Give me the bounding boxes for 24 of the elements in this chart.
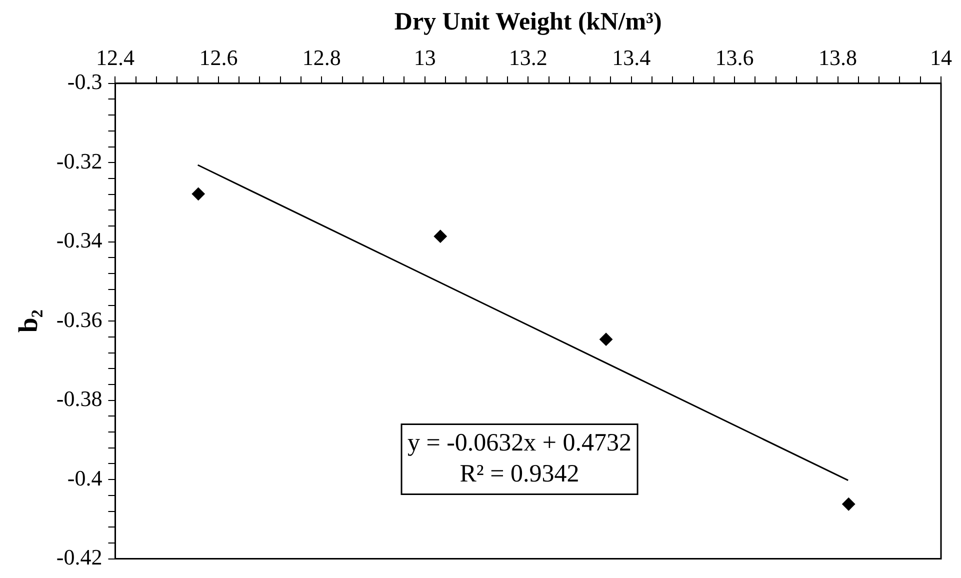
y-tick-label: -0.34: [56, 228, 102, 253]
x-tick-label: 13.4: [612, 44, 651, 70]
annotation: R² = 0.9342: [460, 460, 580, 488]
y-tick-label: -0.4: [67, 465, 102, 490]
x-tick-label: 12.8: [302, 44, 341, 70]
annotation: y = -0.0632x + 0.4732: [408, 429, 632, 456]
y-tick-label: -0.36: [56, 306, 102, 332]
x-tick-label: 13.8: [818, 44, 858, 70]
y-tick-label: -0.32: [56, 148, 102, 174]
y-tick-label: -0.38: [56, 386, 102, 412]
y-tick-label: -0.42: [56, 544, 102, 570]
x-tick-label: 12.4: [96, 44, 134, 70]
y-tick-label: -0.3: [67, 69, 102, 94]
y-axis-title: b₂: [13, 310, 44, 333]
x-tick-label: 13: [414, 44, 436, 70]
x-tick-label: 14: [930, 44, 952, 70]
point: [600, 332, 613, 346]
point: [842, 498, 856, 511]
point: [434, 230, 447, 243]
x-tick-label: 12.6: [199, 44, 238, 70]
x-axis-title: Dry Unit Weight (kN/m³): [394, 8, 662, 36]
x-tick-label: 13.2: [508, 44, 548, 70]
x-tick-label: 13.6: [715, 44, 754, 70]
point: [192, 187, 205, 200]
